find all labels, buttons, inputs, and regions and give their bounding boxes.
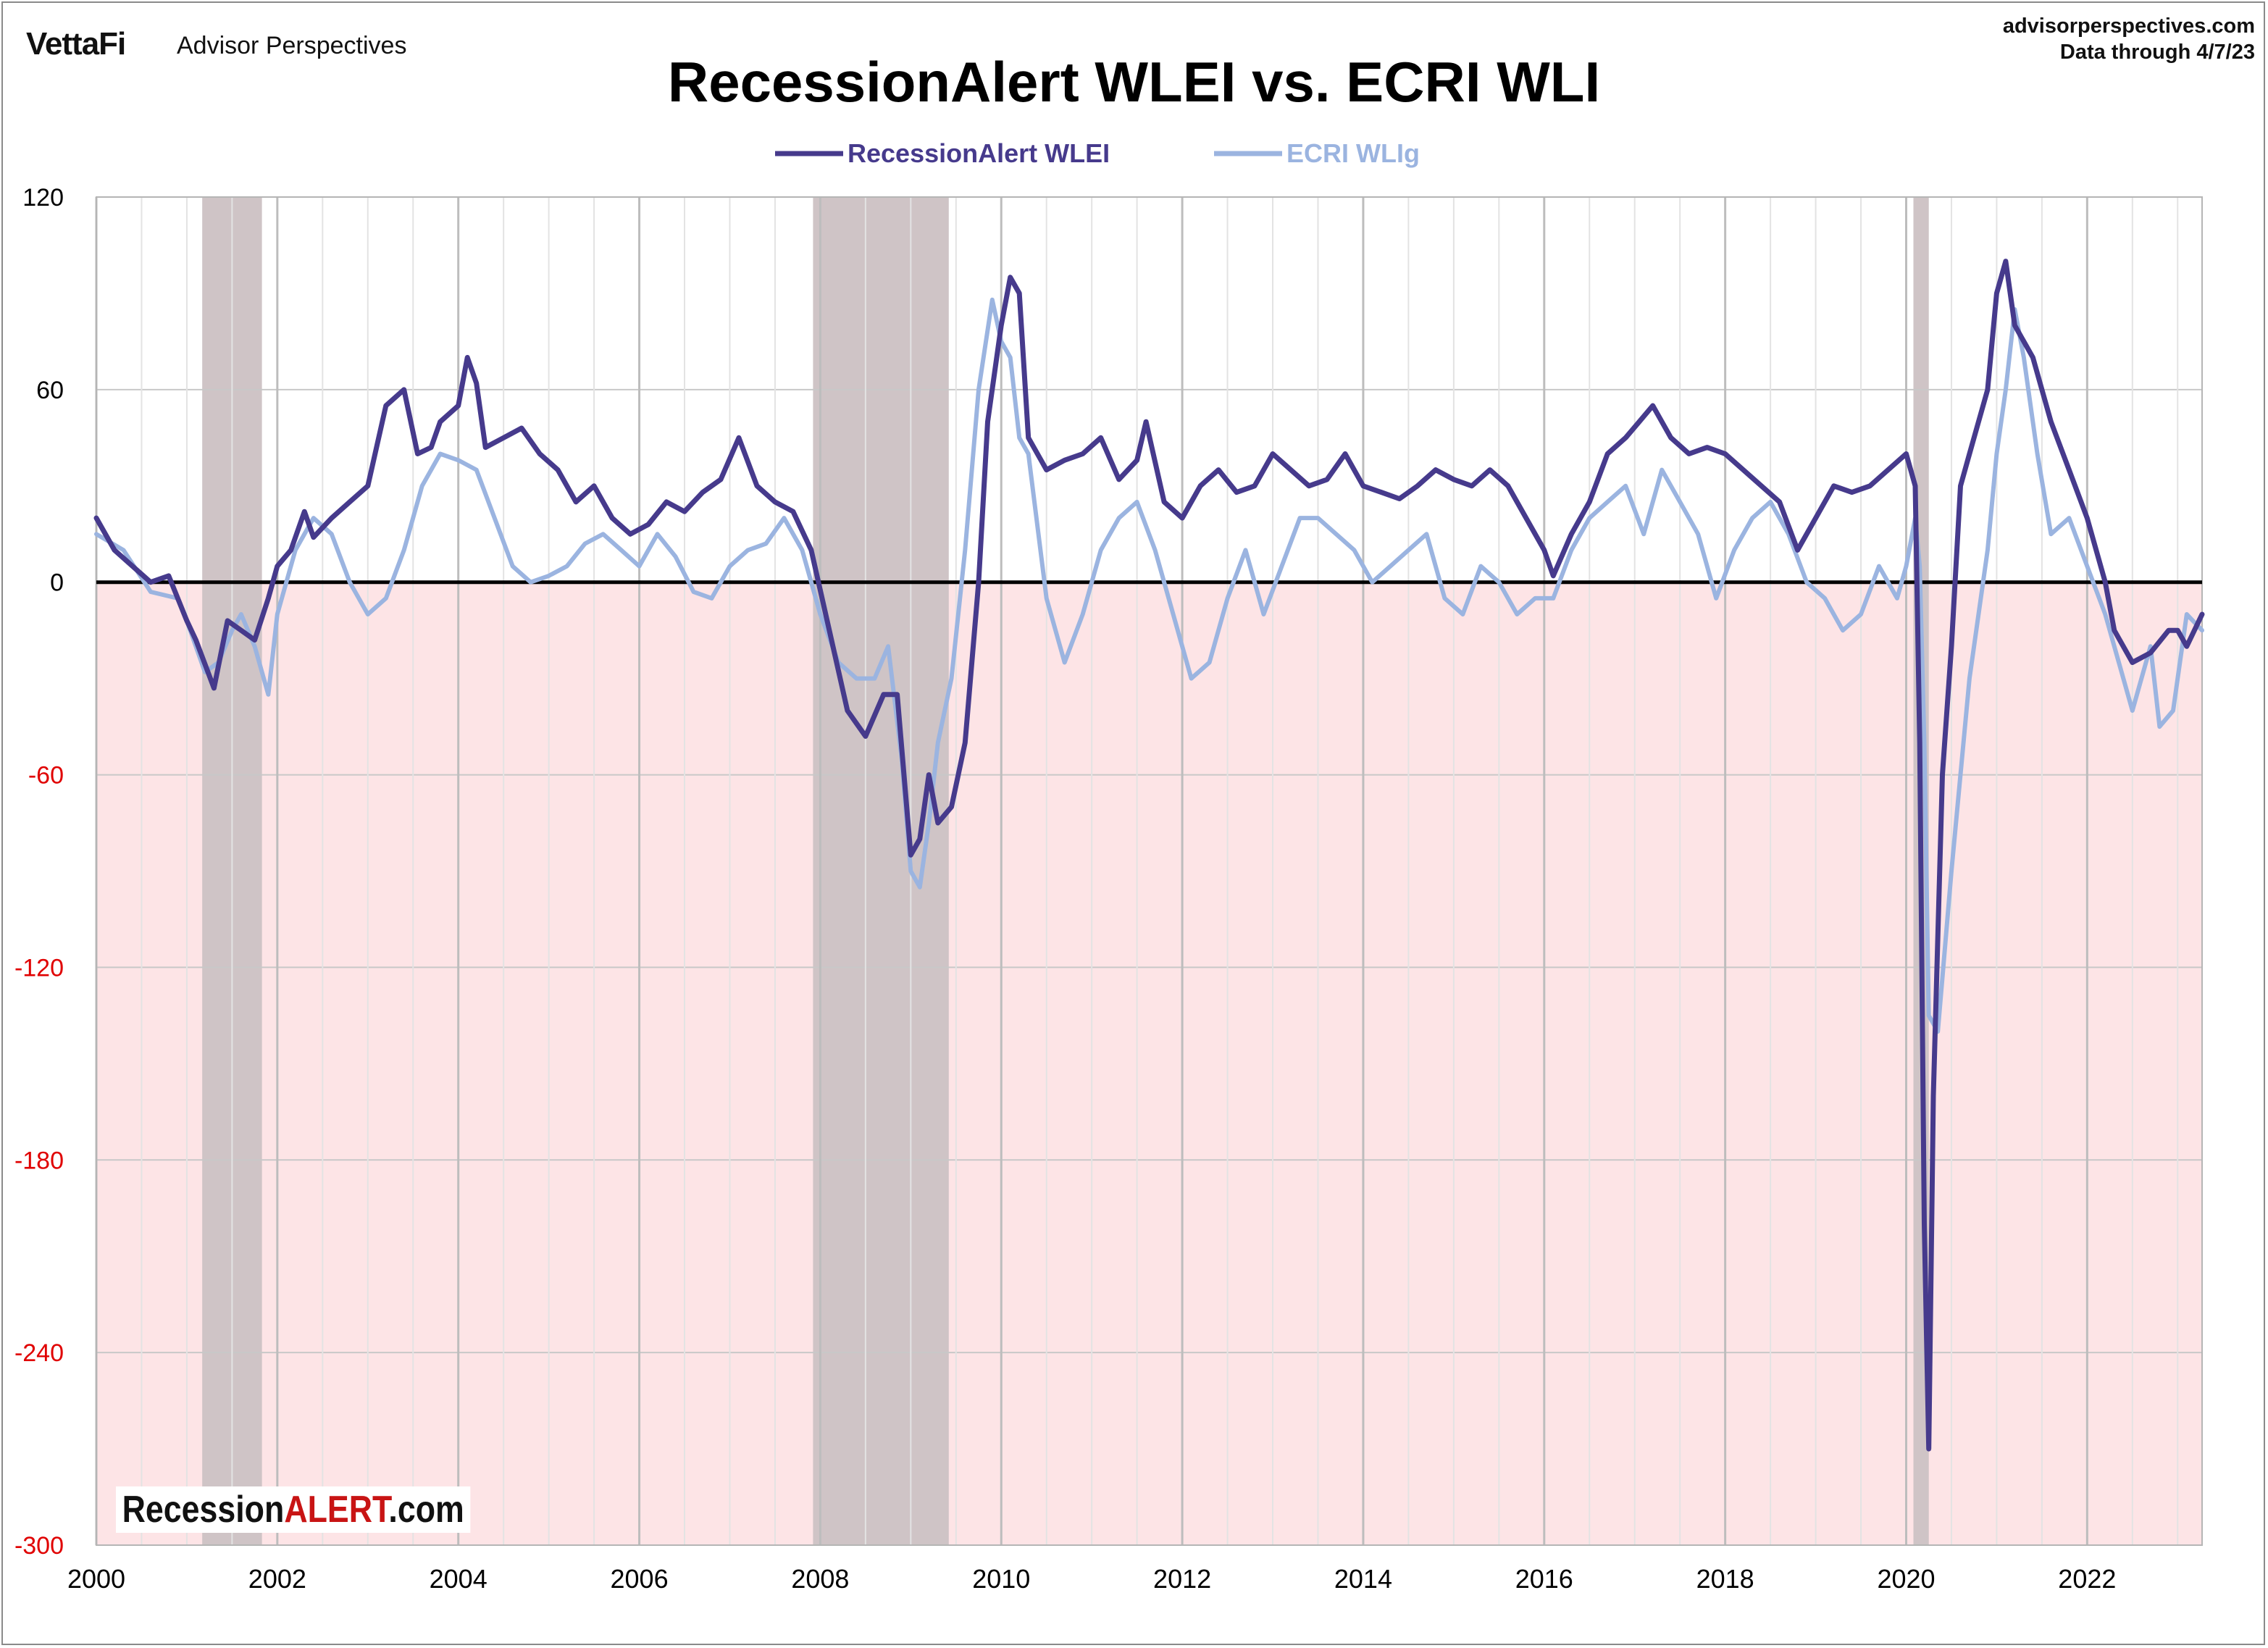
logo-part-2: ALERT <box>284 1489 389 1531</box>
legend-label-0: RecessionAlert WLEI <box>848 138 1110 168</box>
series-line-wli <box>94 297 2204 1034</box>
y-tick-label-5: -180 <box>14 1147 64 1174</box>
x-tick-label-2: 2004 <box>430 1564 488 1594</box>
recessionalert-logo: RecessionALERT.com <box>116 1486 471 1533</box>
x-tick-label-5: 2010 <box>972 1564 1030 1594</box>
recession-band-1 <box>813 197 949 1545</box>
logo-part-3: .com <box>388 1489 464 1531</box>
chart-title: RecessionAlert WLEI vs. ECRI WLI <box>667 50 1601 114</box>
x-tick-label-8: 2016 <box>1515 1564 1573 1594</box>
x-tick-label-0: 2000 <box>67 1564 125 1594</box>
y-tick-label-0: 120 <box>22 184 64 212</box>
source-site: advisorperspectives.com <box>2002 14 2255 38</box>
vettafi-logo: VettaFi <box>26 26 126 62</box>
y-tick-label-6: -240 <box>14 1339 64 1367</box>
y-tick-label-4: -120 <box>14 954 64 982</box>
plot-area-border <box>96 196 2203 1546</box>
x-tick-label-10: 2020 <box>1877 1564 1935 1594</box>
x-tick-label-11: 2022 <box>2058 1564 2116 1594</box>
legend-label-1: ECRI WLIg <box>1286 138 1420 168</box>
x-tick-label-4: 2008 <box>791 1564 849 1594</box>
x-tick-label-6: 2012 <box>1153 1564 1211 1594</box>
series-line-wlei <box>93 259 2205 1452</box>
x-tick-label-7: 2014 <box>1334 1564 1392 1594</box>
data-through: Data through 4/7/23 <box>2059 41 2255 64</box>
negative-region <box>96 582 2202 1545</box>
y-tick-label-7: -300 <box>14 1532 64 1560</box>
logo-part-1: Recession <box>122 1489 285 1531</box>
y-tick-label-3: -60 <box>28 762 64 790</box>
x-tick-label-3: 2006 <box>611 1564 669 1594</box>
y-tick-label-1: 60 <box>36 377 64 404</box>
x-tick-label-9: 2018 <box>1696 1564 1754 1594</box>
source-note: advisorperspectives.com Data through 4/7… <box>2003 13 2255 65</box>
y-tick-label-2: 0 <box>50 569 64 597</box>
brand-subtitle: Advisor Perspectives <box>177 32 407 59</box>
x-tick-label-1: 2002 <box>248 1564 306 1594</box>
